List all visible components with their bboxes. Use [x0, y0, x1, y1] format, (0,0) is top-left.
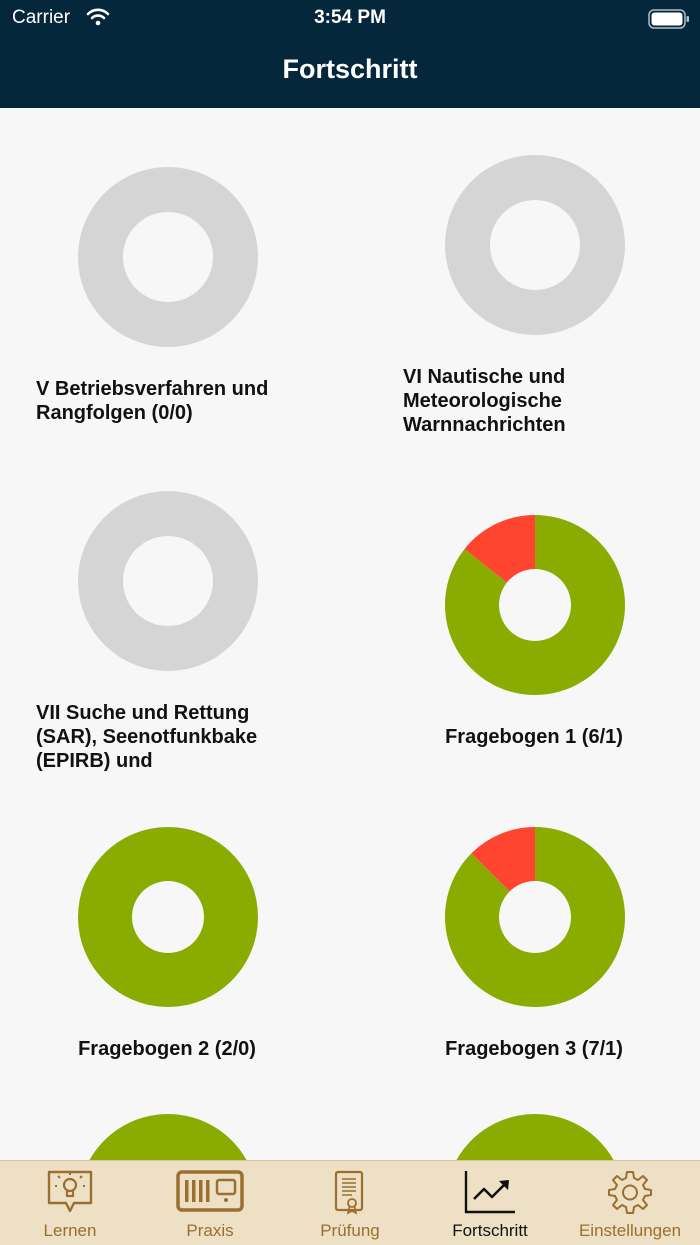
progress-item[interactable] [444, 826, 626, 1008]
tab-lernen[interactable]: Lernen [0, 1161, 140, 1245]
tab-label: Praxis [186, 1221, 234, 1240]
wifi-icon [86, 8, 110, 32]
tab-label: Lernen [43, 1221, 97, 1240]
lightbulb-speech-icon [0, 1169, 140, 1217]
progress-donut [78, 827, 258, 1007]
tab-praxis[interactable]: Praxis [140, 1161, 280, 1245]
donut-correct-slice [456, 1114, 614, 1160]
progress-item-label: VII Suche und Rettung (SAR), Seenotfunkb… [36, 702, 258, 772]
donut-hole [123, 536, 213, 626]
donut-correct-slice [89, 1114, 247, 1160]
donut-hole [499, 569, 571, 641]
progress-donut [78, 167, 258, 347]
chart-trend-icon [420, 1169, 560, 1217]
progress-item-label: VI Nautische und Meteorologische Warnnac… [403, 366, 566, 436]
radio-icon [140, 1169, 280, 1217]
donut-hole [123, 212, 213, 302]
page-title: Fortschritt [282, 54, 418, 84]
progress-donut [445, 515, 625, 695]
gear-icon [560, 1169, 700, 1217]
tab-label: Prüfung [320, 1221, 380, 1240]
navigation-bar: Fortschritt [0, 36, 700, 108]
progress-grid[interactable]: V Betriebsverfahren und Rangfolgen (0/0)… [0, 108, 700, 1160]
progress-item-label: V Betriebsverfahren und Rangfolgen (0/0) [36, 378, 269, 424]
carrier-label: Carrier [12, 7, 71, 28]
tab-bar: Lernen Praxis Prüfung [0, 1160, 700, 1245]
tab-label: Fortschritt [452, 1221, 528, 1240]
progress-item[interactable] [444, 514, 626, 696]
progress-item[interactable] [444, 1113, 626, 1160]
tab-label: Einstellungen [578, 1221, 682, 1240]
tab-pruefung[interactable]: Prüfung [280, 1161, 420, 1245]
progress-item[interactable] [77, 1113, 259, 1160]
progress-item[interactable] [77, 826, 259, 1008]
progress-donut [445, 827, 625, 1007]
status-bar: Carrier 3:54 PM [0, 0, 700, 36]
progress-donut [78, 491, 258, 671]
tab-einstellungen[interactable]: Einstellungen [560, 1161, 700, 1245]
clock: 3:54 PM [314, 7, 386, 28]
certificate-icon [280, 1169, 420, 1217]
progress-donut [456, 1114, 614, 1160]
progress-item[interactable] [444, 154, 626, 336]
progress-item-label: Fragebogen 1 (6/1) [445, 726, 623, 748]
progress-donut [445, 155, 625, 335]
donut-hole [499, 881, 571, 953]
progress-item-label: Fragebogen 3 (7/1) [445, 1038, 623, 1060]
donut-hole [132, 881, 204, 953]
progress-item[interactable] [77, 166, 259, 348]
progress-item-label: Fragebogen 2 (2/0) [78, 1038, 256, 1060]
progress-item[interactable] [77, 490, 259, 672]
battery-icon [648, 9, 690, 35]
tab-fortschritt[interactable]: Fortschritt [420, 1161, 560, 1245]
donut-hole [490, 200, 580, 290]
progress-donut [89, 1114, 247, 1160]
